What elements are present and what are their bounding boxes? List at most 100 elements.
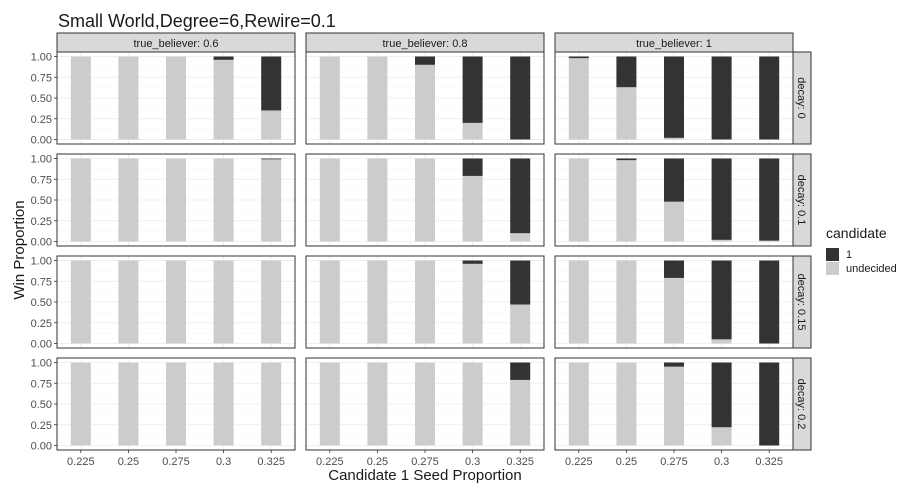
facet-panel [554,51,794,145]
facet-strip-row-label: decay: 0.1 [795,175,807,226]
bar-undecided [118,260,139,344]
facet-panel [305,357,545,451]
y-tick-label: 0.25 [31,216,52,228]
bar-undecided [261,110,282,140]
bar-undecided [462,263,483,344]
facet-strip-col-label: true_believer: 1 [636,38,712,50]
bar-undecided [510,304,531,344]
x-tick-label: 0.25 [118,456,139,468]
bar-undecided [616,362,637,446]
bar-undecided [568,260,589,344]
facet-strip-row-label: decay: 0.15 [795,274,807,331]
bar-undecided [70,56,91,140]
facet-strip-row-label: decay: 0 [795,77,807,119]
bar-undecided [759,240,780,242]
bar-undecided [70,362,91,446]
bar-undecided [616,160,637,242]
panel-border [554,153,794,247]
panel-border [554,255,794,349]
bar-undecided [664,277,684,344]
bar-undecided [367,260,388,344]
facet-panel [554,357,794,451]
y-tick-label: 1.00 [31,256,52,268]
bar-undecided [510,379,531,446]
bar-undecided [319,362,340,446]
bar-undecided [664,366,684,446]
bar-undecided [568,58,589,140]
bar-candidate-1 [462,260,483,264]
bar-undecided [664,201,684,242]
bar-candidate-1 [510,56,531,140]
legend-entry-label: undecided [846,263,897,275]
bar-candidate-1 [759,56,780,140]
bar-undecided [213,362,234,446]
panel-border [305,153,545,247]
chart-title: Small World,Degree=6,Rewire=0.1 [58,11,336,31]
legend-entry-label: 1 [846,249,852,261]
bar-undecided [568,362,589,446]
y-tick-label: 0.75 [31,72,52,84]
x-tick-label: 0.225 [67,456,95,468]
bar-candidate-1 [415,56,435,65]
bar-candidate-1 [510,260,531,305]
x-tick-label: 0.275 [660,456,688,468]
panel-border [305,51,545,145]
bar-undecided [261,362,282,446]
bar-candidate-1 [510,158,531,234]
x-tick-label: 0.3 [465,456,480,468]
facet-panel [305,153,545,247]
x-tick-label: 0.3 [216,456,231,468]
bar-undecided [711,339,732,344]
x-tick-label: 0.325 [755,456,783,468]
bar-undecided [118,158,139,242]
y-tick-label: 0.00 [31,339,52,351]
y-axis-label: Win Proportion [11,200,28,299]
bar-undecided [510,233,531,242]
legend-swatch [826,262,839,275]
bar-undecided [70,260,91,344]
y-axis-ticks: 0.00 0.25 0.50 0.75 1.00 0.00 0.25 0.50 0.75 1.00… [31,52,57,453]
x-tick-label: 0.325 [506,456,534,468]
bar-candidate-1 [462,56,483,123]
y-tick-label: 0.00 [31,135,52,147]
bar-undecided [166,362,186,446]
bar-candidate-1 [510,362,531,380]
facet-panel [56,153,296,247]
y-tick-label: 0.50 [31,297,52,309]
y-tick-label: 0.75 [31,378,52,390]
bar-undecided [319,260,340,344]
bar-undecided [616,260,637,344]
bar-candidate-1 [711,362,732,428]
legend-swatch [826,248,839,261]
y-tick-label: 0.50 [31,195,52,207]
facet-strip-row-label: decay: 0.2 [795,379,807,430]
y-tick-label: 0.25 [31,420,52,432]
bar-undecided [213,260,234,344]
facet-panel [56,357,296,451]
bar-undecided [367,158,388,242]
bar-undecided [261,159,282,242]
bar-undecided [415,158,435,242]
facet-strip-col-label: true_believer: 0.6 [134,38,219,50]
bar-candidate-1 [664,56,684,138]
facet-panel [305,51,545,145]
bar-candidate-1 [462,158,483,176]
bar-undecided [166,158,186,242]
bar-undecided [568,158,589,242]
x-axis-label: Candidate 1 Seed Proportion [328,467,521,484]
y-tick-label: 0.50 [31,399,52,411]
bar-undecided [261,260,282,344]
panel-border [305,255,545,349]
y-tick-label: 0.50 [31,93,52,105]
facet-panel [554,153,794,247]
x-tick-label: 0.225 [316,456,344,468]
facet-panel [56,51,296,145]
bar-candidate-1 [664,362,684,367]
bar-undecided [462,122,483,140]
bar-candidate-1 [261,158,282,160]
x-tick-label: 0.275 [411,456,439,468]
legend: candidate 1 undecided [826,225,897,275]
x-tick-label: 0.3 [714,456,729,468]
facet-panel [56,255,296,349]
